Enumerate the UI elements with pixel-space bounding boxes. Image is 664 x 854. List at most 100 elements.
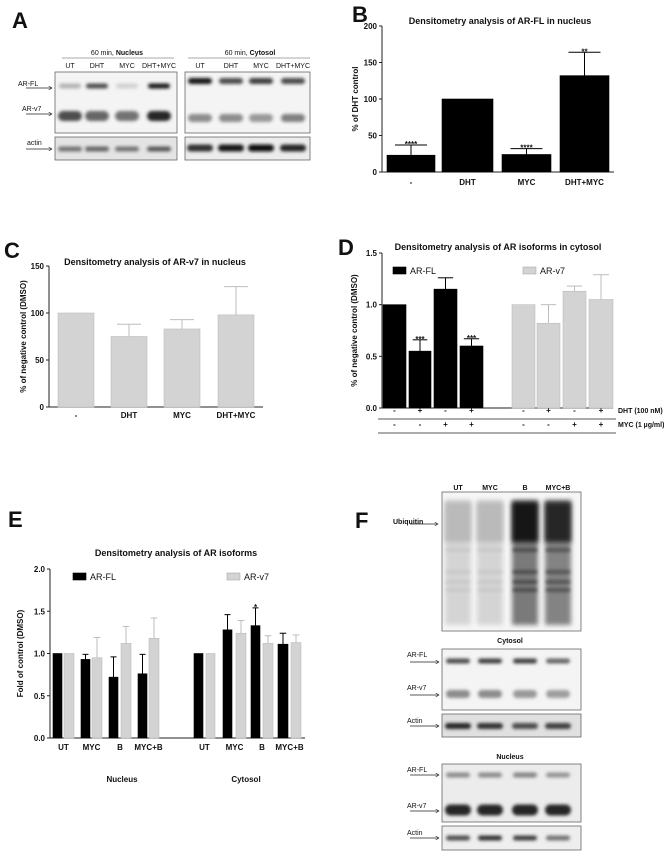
legend-label: AR-FL [90,572,116,582]
panel-label-b: B [352,2,368,27]
bar [163,328,201,408]
chart-d: Densitometry analysis of AR isoforms in … [350,242,664,434]
band-actin [58,146,82,152]
ubiquitin-band [513,580,537,584]
band-actin [85,146,109,152]
band-ar-v7 [445,804,471,816]
blot-f-cytosol-actin [441,713,582,738]
chart-title: Densitometry analysis of AR-v7 in nucleu… [64,257,246,267]
x-tick-label: MYC [83,743,101,752]
ubiquitin-band [478,570,502,574]
ubiquitin-band [513,548,537,552]
ubiquitin-band [446,548,470,552]
condition-mark: + [418,406,423,415]
y-tick-label: 0 [373,168,378,177]
band-ar-fl [513,772,537,778]
condition-label: DHT (100 nM) [618,408,663,415]
panel-label-d: D [338,235,354,260]
bar [110,336,148,408]
band-actin [445,723,471,729]
band-ar-v7 [545,804,571,816]
band-ar-v7 [85,111,109,121]
band-actin [147,146,171,152]
band-ar-v7 [115,111,139,121]
band-ar-fl [546,772,570,778]
y-tick-label: 1.0 [34,650,46,659]
condition-mark: - [393,406,396,415]
legend-swatch [522,266,537,275]
blot-f-cytosol [441,648,582,711]
band-actin [218,144,244,152]
band-ar-v7 [188,114,212,122]
y-tick-label: 0 [40,403,45,412]
significance-label: **** [405,140,418,149]
y-tick-label: 1.5 [34,607,46,616]
y-tick-label: 0.5 [366,352,378,361]
blot-a-cytosol-actin [184,136,311,161]
a-actin-label: actin [27,140,42,147]
legend-label: AR-v7 [244,572,269,582]
band-actin [513,835,537,841]
band-ar-v7 [249,114,273,122]
band-ar-v7 [546,690,570,698]
y-tick-label: 0.5 [34,692,46,701]
band-actin [115,146,139,152]
bar [433,288,458,409]
y-tick-label: 150 [364,59,378,68]
lane-label: MYC+B [546,485,571,492]
ubiquitin-band [478,548,502,552]
ubiquitin-label: Ubiquitin [393,519,423,526]
bar [408,350,432,409]
a-ar-fl-label: AR-FL [18,81,38,88]
band-actin [187,144,213,152]
bar [120,643,132,739]
bar [108,676,119,739]
ubiquitin-smear [445,502,471,542]
band-actin [545,723,571,729]
bar [193,653,204,739]
panel-label-c: C [4,238,20,263]
bar [80,659,91,739]
band-ar-fl [513,658,537,664]
bar [222,629,233,739]
band-ar-v7 [446,690,470,698]
x-tick-label: DHT [459,178,476,187]
condition-mark: - [547,420,550,429]
f-cyt-ar-v7-label: AR-v7 [407,685,427,692]
lane-label: UT [453,485,463,492]
bar [148,637,160,739]
condition-label: MYC (1 µg/ml) [618,422,664,429]
band-ar-fl [446,658,470,664]
f-nuc-ar-fl-label: AR-FL [407,767,427,774]
chart-title: Densitometry analysis of AR isoforms in … [395,242,602,252]
significance-label: * [254,603,258,612]
band-ar-v7 [477,804,503,816]
bar [250,625,261,739]
x-tick-label: MYC+B [134,743,162,752]
significance-label: ** [581,47,588,56]
x-tick-label: UT [199,743,210,752]
legend-swatch [72,572,87,581]
band-ar-fl [478,772,502,778]
condition-mark: + [599,406,604,415]
x-tick-label: B [117,743,123,752]
x-tick-label: MYC+B [275,743,303,752]
panel-label-f: F [355,508,368,533]
chart-c: Densitometry analysis of AR-v7 in nucleu… [19,257,263,420]
bar [57,312,95,408]
bar [562,290,587,409]
legend-label: AR-FL [410,266,436,276]
band-actin [546,835,570,841]
lane-label: DHT+MYC [276,63,310,70]
ubiquitin-smear [477,502,503,542]
f-cyt-actin-label: Actin [407,718,423,725]
bar [536,322,561,409]
f-nuc-actin-label: Actin [407,830,423,837]
x-tick-label: B [259,743,265,752]
x-tick-label: DHT+MYC [565,178,604,187]
legend-swatch [392,266,407,275]
bar [262,643,274,739]
bar [588,299,614,409]
legend-swatch [226,572,241,581]
